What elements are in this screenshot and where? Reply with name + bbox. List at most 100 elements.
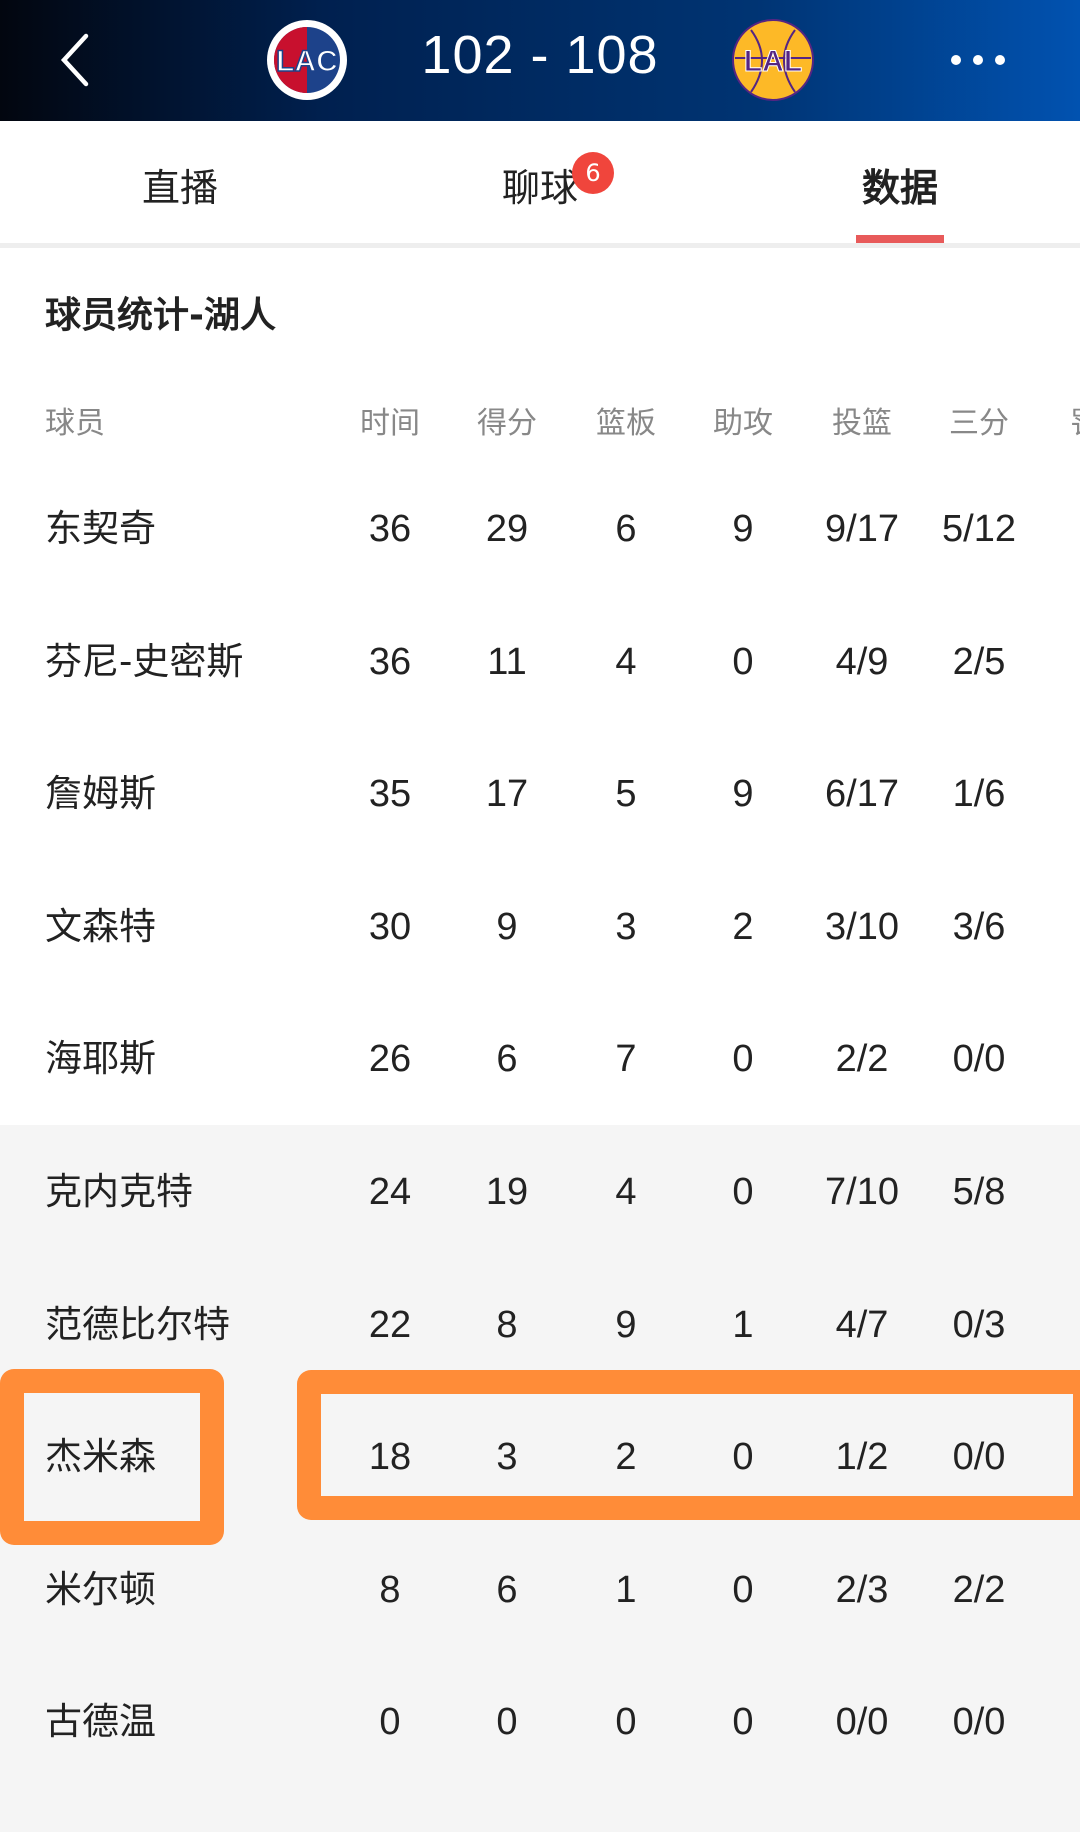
stat-cell: 0 [1040,1162,1080,1222]
stat-cell: 1 [732,1303,754,1346]
stat-cell: 0 [732,1436,754,1479]
stat-cell: 0 [732,1171,754,1213]
player-name: 古德温 [45,1700,156,1744]
stat-cell: 6 [1040,499,1080,559]
stat-cell: 6 [615,508,637,550]
stat-cell: 2/5 [952,640,1006,683]
chat-badge: 6 [572,152,614,194]
table-row[interactable]: 杰米森 18 3 2 0 1/2 0/0 [0,1427,1080,1487]
table-row[interactable]: 詹姆斯 35 17 5 9 6/17 1/6 4 [0,764,1080,824]
stat-cell: 4 [1040,764,1080,824]
stat-cell: 1 [615,1568,637,1611]
tab-chat[interactable]: 聊球 [501,166,578,210]
table-row[interactable]: 海耶斯 26 6 7 0 2/2 0/0 2 [0,1029,1080,1089]
stat-cell: 3/6 [952,905,1006,948]
stat-cell: 4 [615,640,637,683]
stat-cell: 1/6 [952,773,1006,816]
stat-cell: 2 [732,905,754,948]
stat-cell: 2 [1040,1029,1080,1089]
stat-cell: 26 [368,1038,412,1081]
svg-text:LAC: LAC [276,45,338,78]
highlight-box-stats [297,1370,1080,1520]
stat-cell: 0 [615,1701,637,1744]
stat-cell: 5/8 [952,1171,1006,1213]
tab-live[interactable]: 直播 [141,166,218,210]
stat-cell: 9/17 [825,508,899,550]
section-title: 球员统计-湖人 [45,295,276,336]
table-row[interactable]: 米尔顿 8 6 1 0 2/3 2/2 0 [0,1560,1080,1620]
stat-cell: 0 [1040,897,1080,957]
table-row[interactable]: 芬尼-史密斯 36 11 4 0 4/9 2/5 1 [0,632,1080,692]
stat-cell: 19 [485,1171,529,1213]
stat-cell: 0/3 [952,1303,1006,1346]
stat-cell: 3 [615,905,637,948]
stat-cell: 6 [496,1568,518,1611]
table-row[interactable]: 东契奇 36 29 6 9 9/17 5/12 6 [0,499,1080,559]
column-header: 球员 [45,406,105,441]
tab-bar: 直播 聊球 6 数据 [0,121,1080,243]
table-header: 球员 时间 得分 篮板 助攻 投篮 三分罚球 [0,394,1080,454]
player-name: 范德比尔特 [45,1302,230,1346]
table-row[interactable]: 克内克特 24 19 4 0 7/10 5/8 0 [0,1162,1080,1222]
chevron-left-icon[interactable] [52,32,102,88]
stat-cell: 17 [485,773,529,816]
stat-cell: 9 [496,905,518,948]
stat-cell: 30 [368,905,412,948]
stat-cell: 24 [368,1171,412,1213]
stat-cell: 0/0 [952,1436,1006,1479]
stat-cell: 6 [496,1038,518,1081]
stat-cell: 0 [1040,1692,1080,1752]
stat-cell: 2 [615,1436,637,1479]
stat-cell: 6/17 [825,773,899,816]
stat-cell: 0 [496,1701,518,1744]
stat-cell: 0 [732,640,754,683]
stat-cell: 0 [732,1038,754,1081]
tab-stats[interactable]: 数据 [861,166,938,210]
column-header: 罚球 [1040,394,1080,454]
stat-cell: 0 [732,1701,754,1744]
stat-cell: 22 [368,1303,412,1346]
stat-cell: 0 [1040,1295,1080,1355]
stat-cell: 5/12 [942,508,1016,550]
player-name: 海耶斯 [45,1037,156,1081]
column-header: 三分 [949,406,1009,441]
stat-cell: 0/0 [952,1701,1006,1744]
stat-cell: 3 [496,1436,518,1479]
svg-text:LAL: LAL [744,45,802,78]
stat-cell: 7/10 [825,1171,899,1213]
stat-cell: 2/2 [952,1568,1006,1611]
stat-cell: 4/9 [835,640,889,683]
table-row[interactable]: 文森特 30 9 3 2 3/10 3/6 0 [0,897,1080,957]
stat-cell: 8 [379,1568,401,1611]
table-row[interactable]: 范德比尔特 22 8 9 1 4/7 0/3 0 [0,1295,1080,1355]
game-header: LAC 102 - 108 LAL [0,0,1080,121]
more-horizontal-icon[interactable] [948,52,1008,68]
stat-cell: 9 [615,1303,637,1346]
divider [0,243,1080,248]
stat-cell: 36 [368,640,412,683]
stat-cell: 0 [732,1568,754,1611]
stat-cell: 18 [368,1436,412,1479]
stat-cell: 11 [487,640,527,683]
stat-cell: 0/0 [952,1038,1006,1081]
column-header: 篮板 [596,406,656,441]
score: 102 - 108 [421,25,659,85]
player-name: 东契奇 [45,507,156,550]
stat-cell: 5 [615,773,637,816]
content-background [0,248,1080,1125]
stat-cell: 8 [496,1303,518,1346]
stat-cell: 2/2 [835,1038,889,1081]
stat-cell: 29 [485,508,529,550]
column-header: 投篮 [832,406,892,441]
player-name: 文森特 [45,904,156,948]
stat-cell: 4/7 [835,1303,889,1346]
lac-team-logo[interactable]: LAC [265,18,349,102]
stat-cell: 7 [615,1038,637,1081]
stat-cell: 4 [615,1171,637,1213]
lal-team-logo[interactable]: LAL [731,18,815,102]
stat-cell: 9 [732,508,754,550]
stat-cell: 35 [368,773,412,816]
stat-cell: 9 [732,773,754,816]
highlight-box-name [0,1369,224,1545]
table-row[interactable]: 古德温 0 0 0 0 0/0 0/0 0 [0,1692,1080,1752]
